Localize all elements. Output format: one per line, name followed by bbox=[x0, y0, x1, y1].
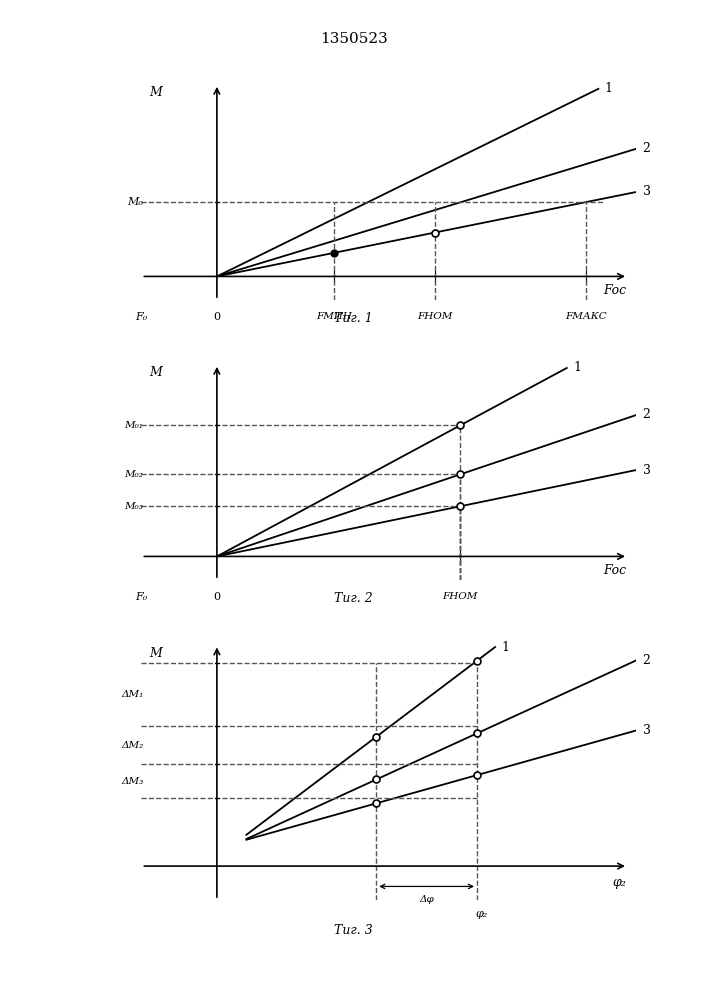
Text: 1: 1 bbox=[604, 82, 613, 95]
Text: 0: 0 bbox=[214, 312, 221, 322]
Text: Fос: Fос bbox=[603, 284, 626, 296]
Text: φ₂: φ₂ bbox=[475, 909, 487, 919]
Text: 1350523: 1350523 bbox=[320, 32, 387, 46]
Text: 2: 2 bbox=[643, 408, 650, 422]
Text: M: M bbox=[148, 86, 161, 99]
Text: Τиг. 2: Τиг. 2 bbox=[334, 592, 373, 605]
Text: ΔM₂: ΔM₂ bbox=[121, 741, 144, 750]
Text: ΔM₃: ΔM₃ bbox=[121, 777, 144, 786]
Text: M: M bbox=[148, 366, 161, 379]
Text: 2: 2 bbox=[643, 142, 650, 155]
Text: 3: 3 bbox=[643, 464, 650, 477]
Text: FНОМ: FНОМ bbox=[417, 312, 452, 321]
Text: F₀: F₀ bbox=[135, 312, 148, 322]
Text: M₀₁: M₀₁ bbox=[124, 421, 144, 430]
Text: M₀₃: M₀₃ bbox=[124, 502, 144, 511]
Text: Δφ: Δφ bbox=[419, 895, 434, 904]
Text: Τиг. 1: Τиг. 1 bbox=[334, 312, 373, 325]
Text: 3: 3 bbox=[643, 724, 650, 737]
Text: 1: 1 bbox=[501, 641, 509, 654]
Text: M₀₂: M₀₂ bbox=[124, 470, 144, 479]
Text: 1: 1 bbox=[573, 361, 581, 374]
Text: φ₂: φ₂ bbox=[612, 876, 626, 889]
Text: Τиг. 3: Τиг. 3 bbox=[334, 924, 373, 937]
Text: F₀: F₀ bbox=[135, 592, 148, 602]
Text: FМИН: FМИН bbox=[317, 312, 352, 321]
Text: 2: 2 bbox=[643, 654, 650, 667]
Text: 3: 3 bbox=[643, 185, 650, 198]
Text: ΔM₁: ΔM₁ bbox=[121, 690, 144, 699]
Text: Fос: Fос bbox=[603, 564, 626, 576]
Text: FНОМ: FНОМ bbox=[443, 592, 478, 601]
Text: 0: 0 bbox=[214, 592, 221, 602]
Text: M₀: M₀ bbox=[128, 197, 144, 207]
Text: FМАКС: FМАКС bbox=[565, 312, 607, 321]
Text: M: M bbox=[148, 647, 161, 660]
